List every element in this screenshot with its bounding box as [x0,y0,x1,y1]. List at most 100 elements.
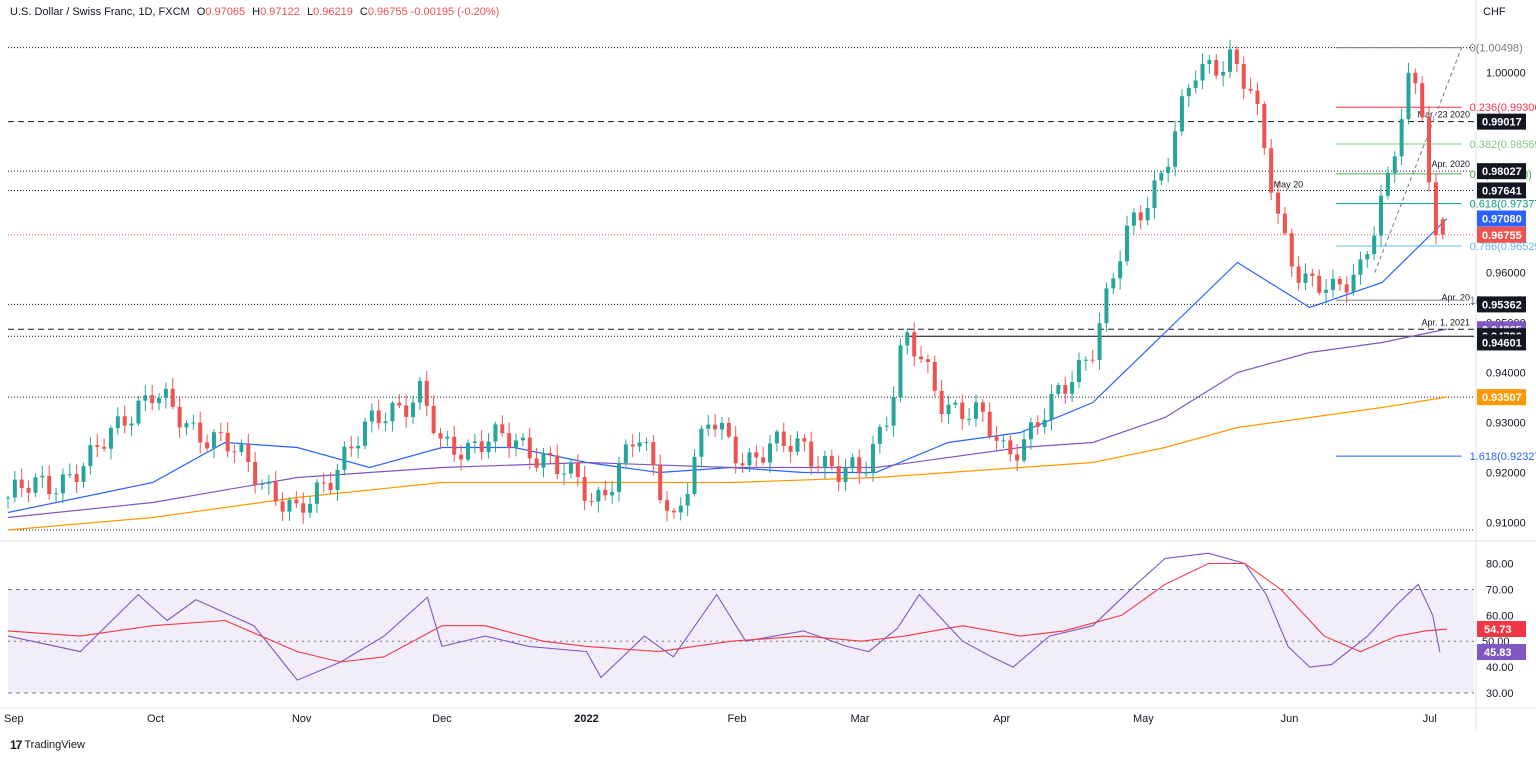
candle-body [266,481,271,484]
candle-body [884,425,889,427]
candle-body [754,452,759,458]
candle-body [980,402,985,412]
candle-body [891,396,896,426]
candle-body [733,436,738,464]
price-tick-label: 0.96000 [1486,268,1526,280]
candle-body [1234,49,1239,65]
candle-body [1427,116,1432,183]
candle-body [768,443,773,463]
change-value: -0.00195 (-0.20%) [410,6,500,18]
branding-label: TradingView [24,739,85,751]
rsi-tick-label: 70.00 [1486,584,1514,596]
candle-body [568,462,573,474]
time-tick-label: Nov [292,713,312,725]
tradingview-logo[interactable]: 17 TradingView [10,738,85,752]
high-label: H [252,6,261,18]
price-tag [1477,389,1526,406]
candle-body [836,466,841,482]
moving-average-line [7,396,1448,531]
candle-body [1269,148,1274,193]
rsi-line [7,562,1448,663]
candle-body [445,436,450,439]
candle-body [383,421,388,424]
price-tag-label: 0.99017 [1482,117,1522,129]
horizontal-levels: Mar. 23 2020 Apr. 2020 Apr. 20 Apr. 1, 2021 [8,47,1474,531]
price-tick-label: 0.91000 [1486,518,1526,530]
candle-body [589,500,594,502]
time-tick-label: Apr [993,713,1010,725]
candle-body [960,402,965,420]
candle-body [1372,235,1377,255]
candle-body [610,491,615,496]
candle-body [692,456,697,494]
candle-body [198,422,203,443]
candle-body [582,477,587,501]
candle-body [637,442,642,447]
time-tick-label: May [1133,713,1154,725]
candle-body [1248,88,1253,91]
candle-body [905,332,910,346]
candle-body [26,487,31,493]
candle-body [19,479,24,488]
candle-body [81,466,86,483]
fib-level-label: 1.618(0.92327) [1470,451,1536,463]
candle-body [1118,261,1123,279]
fib-level-label: 0.618(0.97377) [1470,199,1536,211]
candle-body [115,416,120,429]
rsi-tick-label: 40.00 [1486,662,1514,674]
candle-body [1296,266,1301,283]
candle-body [211,432,216,449]
candle-body [726,422,731,437]
level-note: Apr. 1, 2021 [1421,317,1470,327]
candle-body [877,426,882,444]
candle-body [1111,278,1116,289]
candle-body [177,406,182,428]
candle-body [1138,212,1143,221]
time-tick-label: Mar [850,713,869,725]
candle-body [1049,393,1054,420]
candle-body [1221,71,1226,76]
open-label: O [196,6,206,18]
candle-body [1131,212,1136,226]
candle-body [898,345,903,397]
candle-body [713,424,718,430]
candle-body [170,388,175,407]
candle-body [651,441,656,466]
candle-body [514,440,519,448]
candle-body [1282,213,1287,234]
candle-body [246,444,251,462]
candle-body [665,500,670,511]
candle-body [774,431,779,444]
level-note: Apr. 2020 [1431,159,1470,169]
candle-body [1207,60,1212,64]
candle-body [850,457,855,469]
candle-body [973,402,978,419]
price-tag-label: 0.96755 [1482,230,1522,242]
candle-body [157,397,162,404]
candle-body [1166,166,1171,173]
candle-body [273,481,278,502]
candle-body [939,390,944,415]
price-tag-label: 0.93507 [1482,392,1522,404]
candle-body [1420,83,1425,117]
rsi-tick-label: 30.00 [1486,688,1514,700]
close-label: C [359,6,368,18]
candle-body [225,432,230,452]
price-tag [1477,163,1526,180]
candle-body [658,465,663,501]
open-value: 0.97065 [205,6,246,18]
candle-body [308,503,313,513]
tradingview-icon: 17 [10,738,22,752]
candle-body [54,493,59,495]
candle-body [678,505,683,513]
time-tick-label: Sep [4,713,24,725]
candle-body [829,455,834,467]
price-tag [1477,182,1526,199]
price-tag-label: 0.97641 [1482,185,1522,197]
candle-body [1289,233,1294,267]
fib-level-label: 0.236(0.99306) [1470,102,1536,114]
candle-body [390,402,395,422]
candle-body [12,479,17,498]
candle-body [1392,156,1397,173]
